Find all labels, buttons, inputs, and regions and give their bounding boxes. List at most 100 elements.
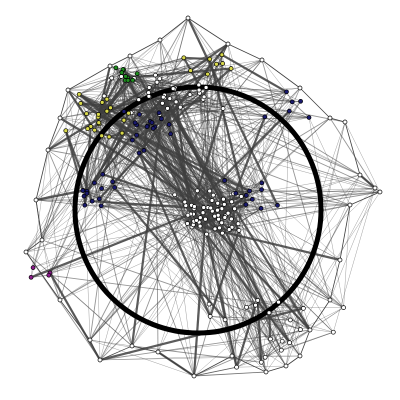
graph-edge [333,187,376,333]
graph-edge [193,355,233,377]
graph-edge [309,299,331,331]
graph-node-white [297,353,303,359]
graph-edge [261,59,301,89]
graph-edge [161,91,287,120]
graph-edge [91,174,104,202]
graph-edge [221,53,288,93]
graph-edge [172,88,311,331]
graph-edge [229,229,344,308]
graph-edge [193,224,287,367]
graph-edge [222,108,233,228]
graph-edge [193,371,267,377]
graph-node-yellow [106,134,112,140]
graph-edge [159,78,310,118]
graph-edge [49,272,61,301]
graph-node-white [226,227,232,232]
graph-node-white [203,85,209,90]
graph-edge [264,342,290,358]
graph-edge [35,149,49,201]
graph-edge [197,190,234,194]
graph-edge [101,125,148,137]
graph-node-white [207,188,213,194]
graph-edge [231,187,376,220]
graph-node-white [255,298,261,303]
graph-node-navy [134,132,139,138]
graph-edge [227,43,263,61]
graph-node-white [160,100,165,106]
graph-node-navy [243,193,249,198]
graph-edge [209,228,216,317]
graph-node-navy [80,188,86,193]
graph-node-yellow [88,124,94,129]
graph-edge [102,59,263,175]
graph-edge [97,113,247,197]
graph-edge [169,89,200,99]
edges-layer [25,17,381,377]
graph-edge [231,307,247,357]
graph-node-navy [159,116,164,122]
graph-edge [30,101,301,278]
graph-edge [41,239,61,301]
graph-edge [246,91,287,196]
graph-edge [289,329,311,344]
graph-edge [221,222,282,351]
graph-edge [231,355,267,373]
graph-node-navy [243,202,249,207]
graph-node-white [173,99,179,105]
graph-node-navy [259,180,265,186]
graph-node-white [268,336,273,342]
graph-node-white [157,37,163,43]
graph-node-white [200,210,206,216]
graph-edge [25,224,200,253]
graph-edge [98,80,129,115]
graph-node-navy [84,190,90,196]
graph-edge [31,274,49,278]
graph-edge [359,174,376,189]
graph-node-navy [166,122,172,127]
graph-edge [209,230,241,317]
graph-edge [99,220,197,361]
graph-node-white [177,104,183,110]
graph-edge [174,89,267,373]
graph-node-navy [82,202,88,208]
graph-node-navy [96,196,102,202]
graph-edge [222,59,263,109]
graph-edge [187,17,223,64]
graph-edge [122,39,161,70]
graph-edge [89,207,204,341]
graph-node-navy [92,180,97,186]
graph-edge [265,365,287,373]
graph-node-navy [149,120,155,125]
graph-edge [221,54,301,330]
graph-edge [344,121,381,193]
graph-node-white [278,347,284,353]
graph-edge [98,149,145,200]
graph-node-white [330,329,336,335]
graph-edge [227,213,238,368]
graph-node-navy [136,150,142,156]
graph-node-white [165,106,170,111]
graph-edge [210,316,287,367]
graph-edge [236,300,258,368]
graph-edge [154,126,262,190]
graph-edge [59,94,80,119]
graph-node-white [229,199,235,205]
graph-node-yellow [76,91,82,97]
graph-edge [59,117,201,227]
graph-node-yellow [228,66,234,71]
graph-node-white [187,92,193,97]
graph-edge [99,198,216,230]
graph-node-white [301,306,306,311]
graph-node-white [185,212,191,218]
graph-node-white [229,353,235,359]
graph-edge [49,272,101,361]
graph-edge [329,117,346,123]
graph-node-white [307,327,313,333]
graph-edge [121,17,189,77]
graph-node-white [276,299,281,305]
graph-node-white [298,327,303,332]
graph-edge [264,204,351,358]
graph-node-navy [98,203,104,209]
graph-node-magenta [30,265,36,270]
graph-edge [86,190,344,309]
